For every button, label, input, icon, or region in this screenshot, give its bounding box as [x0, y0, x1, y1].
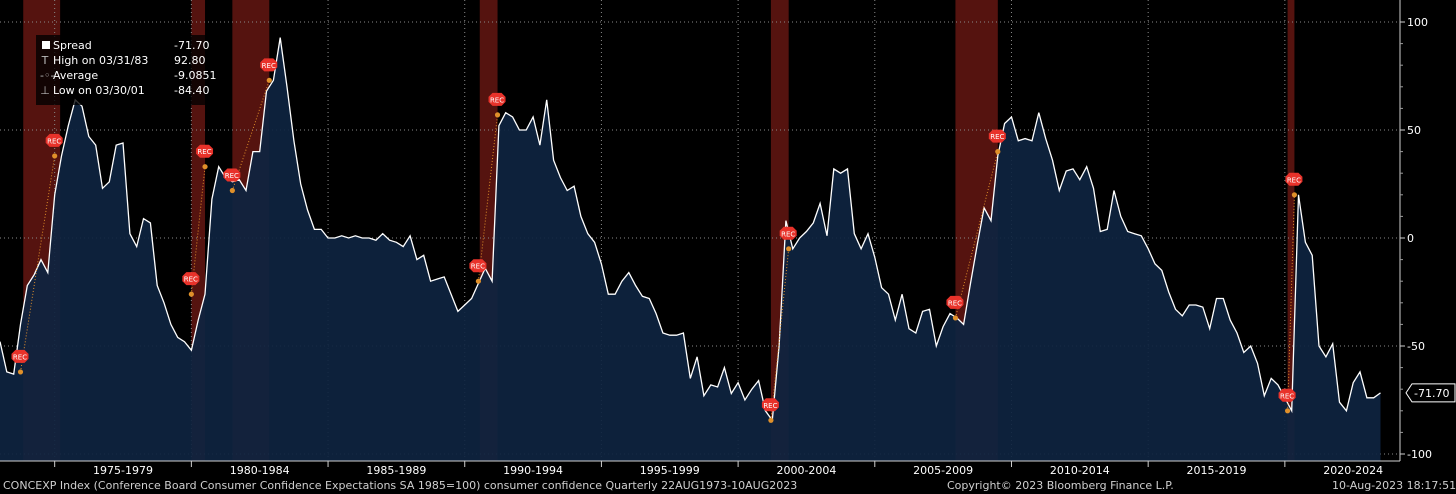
rec-marker-shape [469, 259, 487, 273]
x-tick-label: 2010-2014 [1050, 464, 1110, 477]
average-marker-icon: -◦- [40, 69, 55, 82]
legend-value: -9.0851 [174, 69, 217, 82]
x-tick-label: 1990-1994 [503, 464, 563, 477]
recession-band [1287, 0, 1295, 461]
y-tick-label: 0 [1407, 232, 1414, 245]
axes: 100 50 0 -50 -100 1975-1979 1980-1984 1985-1989… [0, 0, 1456, 477]
legend-label: High on 03/31/83 [53, 54, 149, 67]
recession-connector [231, 80, 270, 191]
x-tick-label: 2000-2004 [776, 464, 836, 477]
recession-connector [1287, 194, 1295, 411]
legend-label: Low on 03/30/01 [53, 84, 145, 97]
recession-point [229, 187, 235, 194]
last-value-label: -71.70 [1414, 387, 1449, 400]
footer-description: CONCEXP Index (Conference Board Consumer… [3, 479, 798, 492]
chart-canvas: REC REC REC REC REC REC REC REC REC REC REC REC REC R… [0, 0, 1456, 477]
rec-marker-shape [988, 129, 1006, 143]
rec-marker-label: REC [197, 148, 211, 156]
rec-marker-label: REC [781, 230, 795, 238]
legend-value: 92.80 [174, 54, 206, 67]
low-marker-icon: ⊥ [40, 84, 50, 97]
rec-marker-shape [488, 92, 506, 106]
legend: Spread -71.70 T High on 03/31/83 92.80 -… [36, 35, 224, 105]
rec-marker-shape [45, 133, 63, 147]
legend-label: Average [53, 69, 99, 82]
recession-point [202, 164, 208, 170]
rec-marker-shape [946, 295, 964, 309]
recession-point [1291, 192, 1298, 198]
x-tick-label: 1985-1989 [366, 464, 426, 477]
rec-marker-shape [11, 349, 29, 363]
rec-marker-shape [260, 58, 278, 72]
rec-marker-shape [182, 272, 200, 286]
rec-marker-label: REC [990, 133, 1004, 141]
last-value-box [1405, 383, 1456, 403]
rec-marker-label: REC [763, 402, 777, 410]
x-tick-label: 1975-1979 [93, 464, 153, 477]
recession-point [52, 153, 58, 159]
rec-marker-label: REC [948, 299, 962, 307]
rec-marker-shape [1278, 388, 1296, 402]
rec-marker-shape [779, 226, 797, 240]
recession-point [475, 278, 482, 284]
y-tick-label: 100 [1407, 16, 1428, 29]
legend-row-spread: Spread -71.70 [36, 38, 224, 53]
rec-marker-label: REC [1280, 392, 1294, 400]
y-tick-label: -100 [1407, 448, 1432, 461]
recession-point [266, 77, 272, 83]
recession-point [995, 149, 1001, 155]
recession-point [1284, 408, 1291, 414]
rec-marker-label: REC [490, 96, 504, 104]
footer-bar: CONCEXP Index (Conference Board Consumer… [0, 478, 1456, 494]
x-tick-label: 2005-2009 [913, 464, 973, 477]
recession-connector [20, 155, 56, 372]
recession-connector [477, 114, 499, 282]
recession-point [188, 291, 194, 297]
high-marker-icon: T [41, 54, 49, 67]
recession-point [786, 246, 792, 252]
rec-marker-label: REC [184, 276, 198, 284]
legend-value: -84.40 [174, 84, 210, 97]
x-tick-label: 1995-1999 [640, 464, 700, 477]
recession-markers: REC REC REC REC REC REC REC REC REC REC REC REC REC R… [11, 58, 1303, 423]
rec-marker-shape [1285, 172, 1303, 186]
recession-point [768, 417, 774, 423]
spread-area [0, 37, 1381, 461]
spread-area-fill [0, 37, 1381, 461]
y-tick-label: 50 [1407, 124, 1421, 137]
x-tick-label: 1980-1984 [230, 464, 290, 477]
rec-marker-label: REC [1287, 176, 1301, 184]
y-tick-label: -50 [1407, 340, 1425, 353]
footer-timestamp: 10-Aug-2023 18:17:51 [1332, 479, 1456, 492]
rec-marker-label: REC [225, 172, 239, 180]
rec-marker-shape [196, 144, 214, 158]
recession-point [952, 315, 959, 321]
legend-square-icon [42, 41, 50, 49]
recession-point [494, 112, 501, 118]
x-tick-label: 2020-2024 [1323, 464, 1383, 477]
rec-marker-shape [223, 168, 241, 182]
legend-label: Spread [53, 39, 92, 52]
legend-row-high: T High on 03/31/83 92.80 [36, 53, 224, 68]
x-tick-label: 2015-2019 [1187, 464, 1247, 477]
legend-row-low: ⊥ Low on 03/30/01 -84.40 [36, 83, 224, 98]
recession-point [17, 369, 24, 375]
legend-value: -71.70 [174, 39, 210, 52]
rec-marker-label: REC [13, 353, 27, 361]
rec-marker-label: REC [471, 263, 485, 271]
legend-row-average: -◦- Average -9.0851 [36, 68, 224, 83]
rec-marker-label: REC [47, 137, 61, 145]
rec-marker-label: REC [262, 62, 276, 70]
rec-marker-shape [761, 398, 779, 412]
footer-copyright: Copyright© 2023 Bloomberg Finance L.P. [947, 479, 1174, 492]
